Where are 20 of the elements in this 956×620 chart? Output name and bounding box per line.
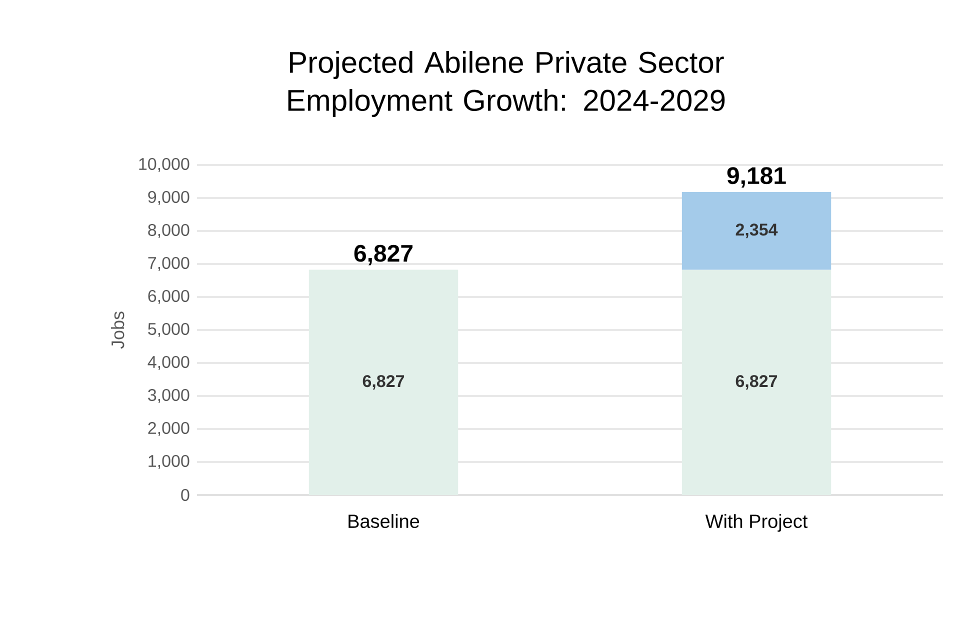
data-label: 6,827 <box>736 375 778 390</box>
data-label: 6,827 <box>362 375 404 390</box>
x-tick-label: Baseline <box>348 514 420 528</box>
y-tick-label: 8,000 <box>148 224 190 238</box>
y-tick-label: 1,000 <box>148 454 190 470</box>
y-axis-title: Jobs <box>110 312 124 349</box>
y-tick-label: 7,000 <box>148 256 190 272</box>
total-label: 6,827 <box>354 244 412 266</box>
y-tick-label: 4,000 <box>148 356 190 370</box>
y-tick-label: 3,000 <box>148 388 190 404</box>
y-tick-label: 9,000 <box>148 190 190 206</box>
y-tick-label: 10,000 <box>139 158 190 172</box>
data-label: 2,354 <box>736 224 778 238</box>
y-tick-label: 5,000 <box>148 322 190 338</box>
y-tick-label: 2,000 <box>148 422 190 436</box>
y-tick-label: 0 <box>181 488 190 502</box>
chart-title: Projected Abilene Private Sector Employment Growth: 2024-2029 <box>288 51 725 117</box>
y-tick-label: 6,000 <box>148 290 190 304</box>
x-tick-label: With Project <box>705 514 808 532</box>
total-label: 9,181 <box>727 167 786 188</box>
